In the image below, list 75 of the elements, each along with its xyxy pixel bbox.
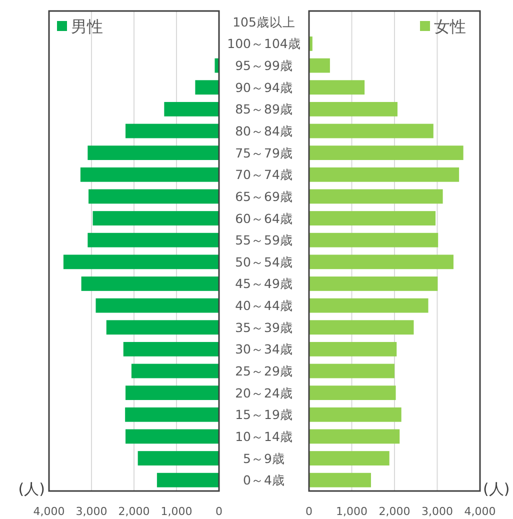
bar: [96, 298, 219, 313]
legend-label: 女性: [434, 17, 466, 36]
y-tick-label: 10～14歳: [235, 428, 293, 444]
x-tick-label: 2,000: [118, 505, 150, 518]
bar: [309, 146, 464, 160]
bar: [309, 386, 396, 400]
y-tick-label: 70～74歳: [235, 167, 293, 182]
x-tick-label: 1,000: [160, 505, 192, 518]
bar: [126, 386, 219, 400]
bar: [309, 364, 394, 378]
bar: [123, 342, 219, 356]
y-tick-label: 90～94歳: [235, 80, 293, 95]
bar: [88, 232, 219, 248]
y-tick-label: 105歳以上: [232, 14, 296, 30]
bar: [309, 276, 438, 291]
x-tick-label: 1,000: [336, 505, 368, 518]
bar: [125, 407, 219, 422]
y-tick-label: 25～29歳: [235, 364, 293, 378]
bar: [156, 472, 219, 488]
x-tick-label: 3,000: [422, 505, 453, 518]
x-tick-label: 0: [216, 505, 222, 518]
y-tick-label: 0～4歳: [243, 472, 285, 488]
bar: [309, 254, 454, 270]
bar: [81, 276, 219, 291]
bar: [80, 167, 219, 182]
bar: [309, 80, 365, 95]
bar: [126, 124, 219, 138]
bar: [309, 472, 371, 488]
bar: [88, 189, 219, 204]
bar: [106, 320, 219, 335]
bar: [309, 58, 330, 73]
x-axis-title: (人): [483, 480, 510, 498]
bar: [309, 102, 398, 116]
y-tick-label: 65～69歳: [235, 188, 293, 204]
bar: [131, 364, 219, 378]
bar: [309, 124, 434, 138]
y-tick-label: 85～89歳: [235, 102, 293, 117]
y-tick-label: 15～19歳: [235, 407, 293, 422]
y-tick-label: 20～24歳: [235, 385, 293, 400]
x-tick-label: 4,000: [464, 505, 496, 518]
y-tick-label: 30～34歳: [235, 342, 293, 357]
legend-label: 男性: [71, 17, 103, 36]
x-tick-label: 4,000: [33, 505, 65, 518]
x-axis-title: (人): [18, 480, 45, 498]
y-tick-label: 95～99歳: [235, 58, 293, 74]
bar: [309, 189, 443, 204]
bar: [63, 254, 219, 270]
bar: [309, 429, 400, 444]
bar: [309, 451, 390, 466]
bar: [309, 167, 460, 182]
bar: [138, 451, 219, 466]
y-tick-label: 60～64歳: [235, 210, 293, 226]
bar: [92, 211, 219, 226]
bar: [309, 232, 438, 248]
bar: [195, 80, 219, 95]
bar: [309, 320, 414, 335]
x-tick-label: 2,000: [378, 505, 410, 518]
bar: [309, 342, 397, 356]
bar: [309, 211, 436, 226]
y-tick-label: 55～59歳: [235, 232, 293, 248]
y-tick-label: 40～44歳: [235, 298, 293, 314]
x-tick-label: 0: [306, 505, 312, 518]
bar: [164, 102, 219, 116]
bar: [309, 298, 428, 313]
y-tick-label: 100～104歳: [227, 36, 301, 52]
x-tick-label: 3,000: [76, 505, 108, 518]
y-tick-label: 75～79歳: [235, 145, 293, 160]
y-tick-label: 45～49歳: [235, 276, 293, 292]
y-tick-label: 5～9歳: [243, 450, 285, 466]
y-tick-label: 50～54歳: [235, 254, 293, 270]
y-tick-label: 35～39歳: [235, 320, 293, 335]
bar: [88, 146, 219, 160]
y-tick-label: 80～84歳: [235, 124, 293, 138]
bar: [309, 407, 402, 422]
bar: [126, 429, 219, 444]
